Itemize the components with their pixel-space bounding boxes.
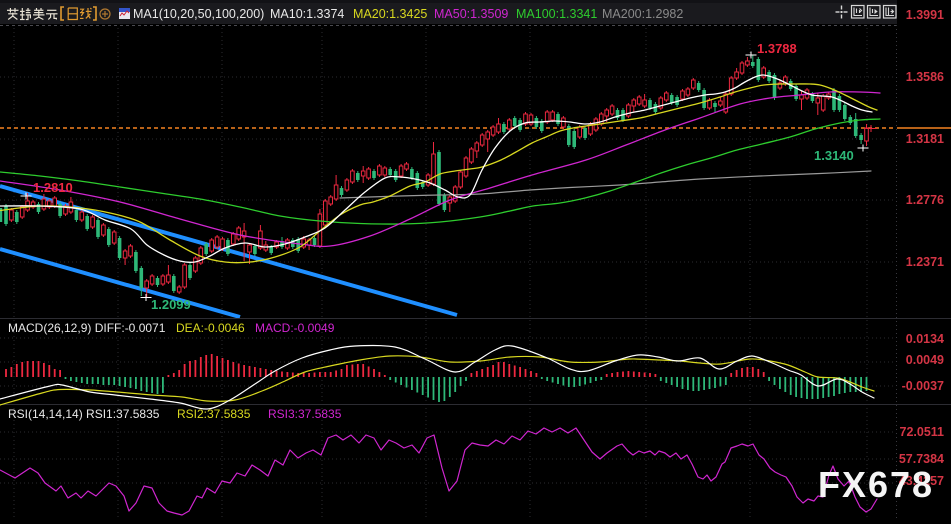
svg-text:MA200:1.2982: MA200:1.2982 xyxy=(602,7,683,21)
svg-text:MA10:1.3374: MA10:1.3374 xyxy=(270,7,344,21)
svg-text:72.0511: 72.0511 xyxy=(900,425,945,439)
svg-text:FX678: FX678 xyxy=(818,464,934,505)
svg-text:57.7384: 57.7384 xyxy=(899,452,944,466)
svg-text:RSI2:37.5835: RSI2:37.5835 xyxy=(177,407,251,421)
svg-text:MA50:1.3509: MA50:1.3509 xyxy=(434,7,508,21)
svg-text:MA1(10,20,50,100,200): MA1(10,20,50,100,200) xyxy=(133,7,264,21)
svg-text:1.3181: 1.3181 xyxy=(906,132,944,146)
svg-text:RSI3:37.5835: RSI3:37.5835 xyxy=(268,407,342,421)
svg-text:-0.0037: -0.0037 xyxy=(902,379,944,393)
svg-text:1.2810: 1.2810 xyxy=(33,180,73,195)
svg-text:43.4257: 43.4257 xyxy=(899,474,944,488)
svg-text:1.3140: 1.3140 xyxy=(814,148,854,163)
svg-text:0.0134: 0.0134 xyxy=(906,332,944,346)
svg-text:1.2371: 1.2371 xyxy=(906,255,944,269)
svg-text:1.3586: 1.3586 xyxy=(906,70,944,84)
svg-text:1.3991: 1.3991 xyxy=(906,8,944,22)
svg-text:0.0049: 0.0049 xyxy=(906,353,944,367)
svg-text:MA100:1.3341: MA100:1.3341 xyxy=(516,7,597,21)
svg-text:DEA:-0.0046: DEA:-0.0046 xyxy=(176,321,245,335)
svg-text:1.2099: 1.2099 xyxy=(151,297,191,312)
svg-text:1.3788: 1.3788 xyxy=(757,41,797,56)
svg-text:MA20:1.3425: MA20:1.3425 xyxy=(353,7,427,21)
svg-text:RSI(14,14,14) RSI1:37.5835: RSI(14,14,14) RSI1:37.5835 xyxy=(8,407,160,421)
svg-text:MACD:-0.0049: MACD:-0.0049 xyxy=(255,321,335,335)
svg-text:1.2776: 1.2776 xyxy=(906,193,944,207)
svg-text:MACD(26,12,9) DIFF:-0.0071: MACD(26,12,9) DIFF:-0.0071 xyxy=(8,321,166,335)
